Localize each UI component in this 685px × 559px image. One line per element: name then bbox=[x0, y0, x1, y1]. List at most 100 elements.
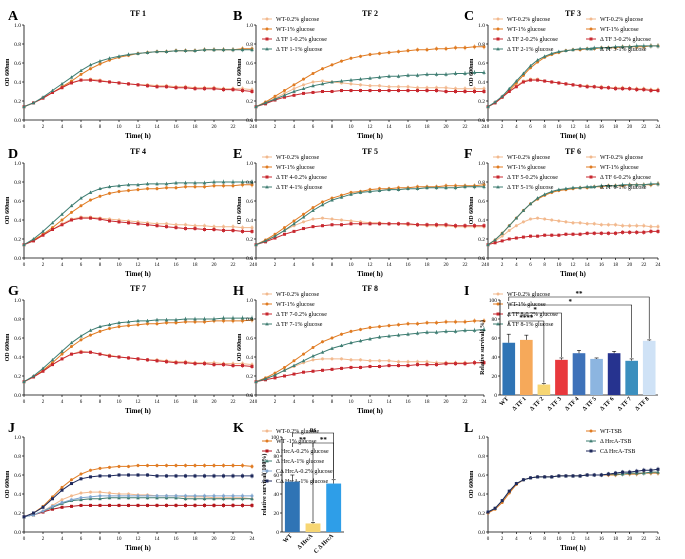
data-point bbox=[241, 229, 244, 233]
series-2 bbox=[22, 182, 254, 247]
legend-entry: WT-0.2% glucose bbox=[507, 17, 550, 23]
bar bbox=[520, 339, 533, 395]
data-point bbox=[434, 330, 439, 334]
data-point bbox=[292, 219, 296, 223]
data-point bbox=[273, 94, 277, 98]
data-point bbox=[283, 232, 286, 236]
data-point bbox=[117, 494, 121, 498]
data-point bbox=[79, 497, 83, 502]
legend-entry: WT-0.2% glucose bbox=[600, 17, 643, 23]
data-point bbox=[50, 357, 55, 362]
data-point bbox=[358, 190, 363, 194]
data-point bbox=[406, 222, 410, 226]
data-point bbox=[349, 358, 353, 362]
x-tick-label: 12 bbox=[368, 125, 374, 130]
data-point bbox=[482, 319, 486, 323]
series-4 bbox=[254, 69, 486, 109]
x-tick-label: 0 bbox=[255, 400, 258, 405]
data-point bbox=[535, 196, 540, 200]
x-tick-label: 2 bbox=[42, 537, 45, 542]
data-point bbox=[378, 365, 381, 368]
data-point bbox=[564, 232, 568, 236]
series-2 bbox=[254, 44, 486, 109]
data-point bbox=[155, 49, 159, 53]
data-point bbox=[557, 474, 561, 478]
data-point bbox=[231, 319, 235, 323]
data-point bbox=[472, 184, 477, 189]
legend-entry: Δ TF 5-0.2% glucose bbox=[507, 175, 558, 181]
data-point bbox=[155, 85, 159, 89]
data-point bbox=[222, 503, 225, 507]
data-point bbox=[521, 478, 525, 482]
x-tick-label: 12 bbox=[571, 125, 577, 130]
data-point bbox=[368, 84, 372, 88]
data-point bbox=[136, 473, 140, 477]
data-point bbox=[174, 494, 178, 498]
data-point bbox=[250, 180, 254, 184]
data-point bbox=[416, 360, 419, 364]
data-point bbox=[416, 48, 419, 52]
data-point bbox=[89, 490, 92, 494]
x-tick-label: 10 bbox=[117, 400, 123, 405]
data-point bbox=[263, 239, 268, 243]
x-tick-label: 22 bbox=[641, 263, 647, 268]
data-point bbox=[425, 360, 429, 364]
data-point bbox=[656, 44, 660, 48]
x-tick-label: 14 bbox=[155, 537, 161, 542]
data-point bbox=[50, 88, 55, 92]
series-1 bbox=[22, 349, 254, 384]
data-point bbox=[330, 346, 334, 350]
data-point bbox=[434, 72, 439, 76]
data-point bbox=[136, 51, 140, 55]
y-tick-label: 0.8 bbox=[246, 42, 253, 48]
legend: WT-0.2% glucose WT-1% glucose Δ TF 5-0.2% … bbox=[493, 155, 558, 191]
data-point bbox=[656, 470, 660, 474]
legend-swatch-marker bbox=[496, 47, 500, 51]
data-point bbox=[174, 223, 178, 227]
data-point bbox=[358, 77, 363, 81]
data-point bbox=[529, 476, 532, 480]
data-point bbox=[330, 367, 334, 371]
x-tick-label: 20 bbox=[627, 263, 633, 268]
data-point bbox=[231, 464, 235, 467]
x-tick-label: 24 bbox=[482, 400, 488, 405]
y-tick-label: 0.6 bbox=[14, 473, 21, 479]
legend-swatch-marker bbox=[265, 292, 269, 296]
series-3 bbox=[22, 216, 254, 247]
x-tick-label: 24 bbox=[250, 263, 256, 268]
data-point bbox=[41, 233, 45, 237]
x-tick-label: 2 bbox=[501, 537, 504, 542]
legend-entry: CΔ HrcA-1% glucose bbox=[276, 479, 329, 485]
legend-swatch-marker bbox=[265, 47, 269, 51]
y-tick-label: 0.2 bbox=[14, 511, 21, 517]
data-point bbox=[203, 320, 206, 324]
data-point bbox=[627, 44, 632, 49]
y-tick-label: 0.6 bbox=[246, 61, 253, 67]
x-tick-label: 10 bbox=[349, 263, 355, 268]
data-point bbox=[240, 180, 245, 184]
data-point bbox=[340, 223, 343, 227]
data-point bbox=[146, 503, 149, 507]
x-tick-label: 22 bbox=[463, 263, 469, 268]
data-point bbox=[292, 87, 296, 91]
series-line bbox=[23, 319, 253, 383]
x-tick-label: 14 bbox=[585, 263, 591, 268]
x-tick-label: 8 bbox=[543, 125, 546, 130]
y-tick-label: 20 bbox=[492, 374, 498, 380]
data-point bbox=[282, 368, 287, 372]
data-point bbox=[585, 222, 589, 226]
data-point bbox=[108, 474, 111, 478]
legend-swatch-marker bbox=[496, 27, 500, 31]
x-tick-label: 12 bbox=[136, 125, 142, 130]
legend-entry: Δ TF 5-1% glucose bbox=[507, 185, 554, 191]
data-point bbox=[127, 221, 130, 225]
data-point bbox=[486, 104, 490, 109]
data-point bbox=[473, 224, 476, 228]
panel-L: L0.00.20.40.60.81.00 2 4 6 8 10 12 14 16 18 20 22 24… bbox=[464, 421, 661, 552]
data-point bbox=[117, 220, 121, 224]
y-tick-label: 0.2 bbox=[14, 237, 21, 243]
y-tick-label: 0.6 bbox=[246, 336, 253, 342]
data-point bbox=[349, 56, 353, 60]
x-tick-label: 16 bbox=[406, 263, 412, 268]
x-tick-label: 6 bbox=[529, 263, 532, 268]
